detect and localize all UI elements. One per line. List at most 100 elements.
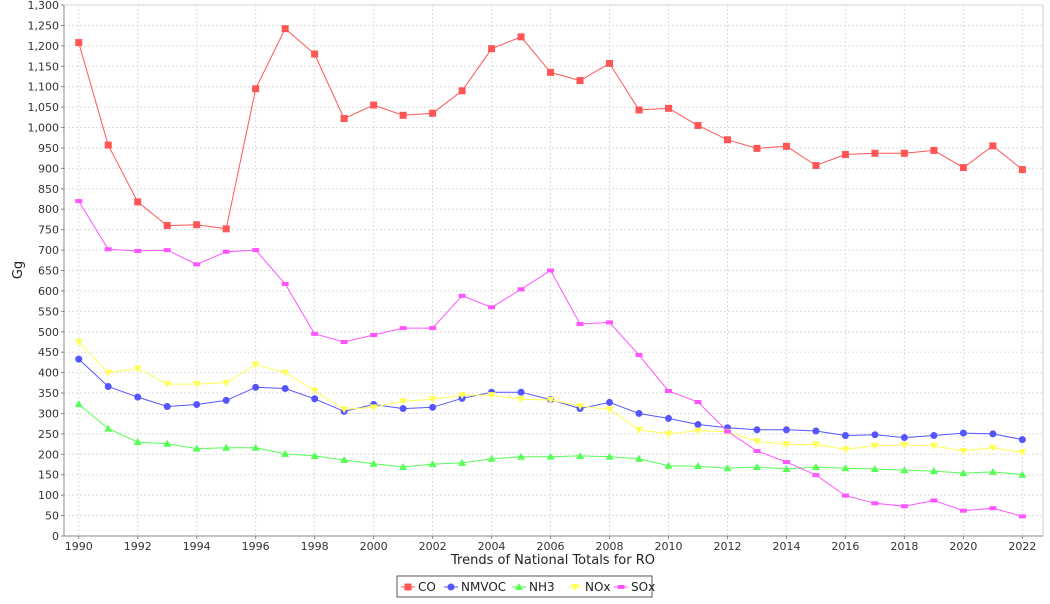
data-point-nox (192, 381, 201, 389)
data-point-nh3 (752, 462, 761, 470)
data-point-nh3 (192, 444, 201, 452)
data-point-sox (311, 331, 319, 336)
data-point-sox (163, 248, 171, 253)
data-point-nmvoc (104, 383, 112, 391)
data-point-nh3 (605, 452, 614, 460)
data-point-nmvoc (75, 355, 83, 363)
data-point-co (163, 222, 171, 230)
data-point-co (311, 50, 319, 58)
data-point-nmvoc (782, 426, 790, 434)
data-point-co (753, 144, 761, 152)
data-point-nh3 (369, 459, 378, 467)
data-point-nox (487, 392, 496, 400)
data-point-nmvoc (281, 385, 289, 393)
data-point-sox (370, 333, 378, 338)
legend-label: NH3 (529, 580, 555, 594)
data-point-nox (281, 369, 290, 377)
data-point-nox (399, 398, 408, 406)
data-point-co (193, 221, 201, 229)
data-point-nox (517, 396, 526, 404)
data-point-nh3 (1018, 470, 1027, 478)
x-tick-label: 1990 (65, 540, 93, 553)
data-point-nmvoc (900, 434, 908, 442)
data-point-nh3 (723, 464, 732, 472)
data-point-sox (75, 199, 83, 204)
data-point-nh3 (163, 439, 172, 447)
data-point-sox (576, 322, 584, 327)
data-point-nh3 (310, 451, 319, 459)
y-tick-label: 700 (38, 244, 59, 257)
legend-marker (447, 583, 455, 591)
data-point-sox (458, 293, 466, 298)
legend-marker (515, 583, 523, 590)
y-axis-title: Gg (11, 261, 26, 279)
y-tick-label: 950 (38, 142, 59, 155)
data-point-nh3 (988, 467, 997, 475)
data-point-co (989, 142, 997, 150)
x-tick-label: 1998 (301, 540, 329, 553)
data-point-nox (782, 441, 791, 449)
data-point-sox (635, 353, 643, 358)
data-point-sox (252, 248, 260, 253)
y-tick-label: 1,300 (28, 0, 60, 12)
data-point-nh3 (517, 452, 526, 460)
y-tick-label: 1,150 (28, 60, 60, 73)
data-point-co (1018, 166, 1026, 174)
legend-item-nmvoc: NMVOC (444, 580, 506, 594)
y-tick-label: 550 (38, 305, 59, 318)
data-point-nox (163, 381, 172, 389)
data-point-nox (664, 430, 673, 438)
y-tick-label: 600 (38, 285, 59, 298)
y-tick-label: 850 (38, 183, 59, 196)
data-point-nh3 (74, 400, 83, 408)
y-tick-label: 1,000 (28, 122, 60, 135)
data-point-co (104, 141, 112, 149)
data-point-nmvoc (665, 414, 673, 422)
y-tick-label: 1,050 (28, 101, 60, 114)
data-point-nh3 (635, 454, 644, 462)
data-point-nox (752, 438, 761, 446)
data-point-sox (871, 501, 879, 506)
y-tick-label: 200 (38, 448, 59, 461)
data-point-sox (782, 460, 790, 465)
data-point-nh3 (428, 460, 437, 468)
y-tick-label: 650 (38, 265, 59, 278)
legend-marker (617, 585, 625, 589)
data-point-co (281, 25, 289, 33)
y-axis-ticks: 0 50 100 150 200 250 300 350 400 450 500 550 600 650 7… (28, 0, 64, 543)
data-point-nmvoc (959, 429, 967, 437)
data-point-nmvoc (753, 426, 761, 434)
data-point-nox (900, 441, 909, 449)
data-point-nmvoc (606, 398, 614, 406)
data-point-sox (606, 320, 614, 325)
data-point-nmvoc (311, 395, 319, 403)
series-sox (75, 199, 1026, 519)
data-point-sox (340, 339, 348, 344)
data-point-nh3 (841, 464, 850, 472)
data-point-nox (841, 446, 850, 454)
data-point-sox (222, 249, 230, 254)
data-point-nox (693, 427, 702, 435)
data-point-sox (399, 326, 407, 331)
data-point-nmvoc (193, 400, 201, 408)
data-point-nmvoc (694, 420, 702, 428)
y-tick-label: 900 (38, 162, 59, 175)
legend: CO NMVOC NH3 NOx SOx (396, 575, 655, 598)
y-tick-label: 150 (38, 469, 59, 482)
y-tick-label: 400 (38, 367, 59, 380)
data-point-co (370, 101, 378, 109)
legend-item-sox: SOx (614, 580, 655, 594)
data-point-nh3 (959, 469, 968, 477)
legend-label: NOx (585, 580, 611, 594)
x-tick-label: 2022 (1008, 540, 1036, 553)
legend-marker (571, 584, 579, 591)
data-point-sox (841, 493, 849, 498)
data-point-co (517, 33, 525, 41)
data-point-nh3 (104, 424, 113, 432)
data-point-sox (694, 400, 702, 405)
data-point-nox (133, 365, 142, 373)
data-point-co (782, 142, 790, 150)
data-point-sox (547, 268, 555, 273)
data-point-nh3 (782, 465, 791, 473)
